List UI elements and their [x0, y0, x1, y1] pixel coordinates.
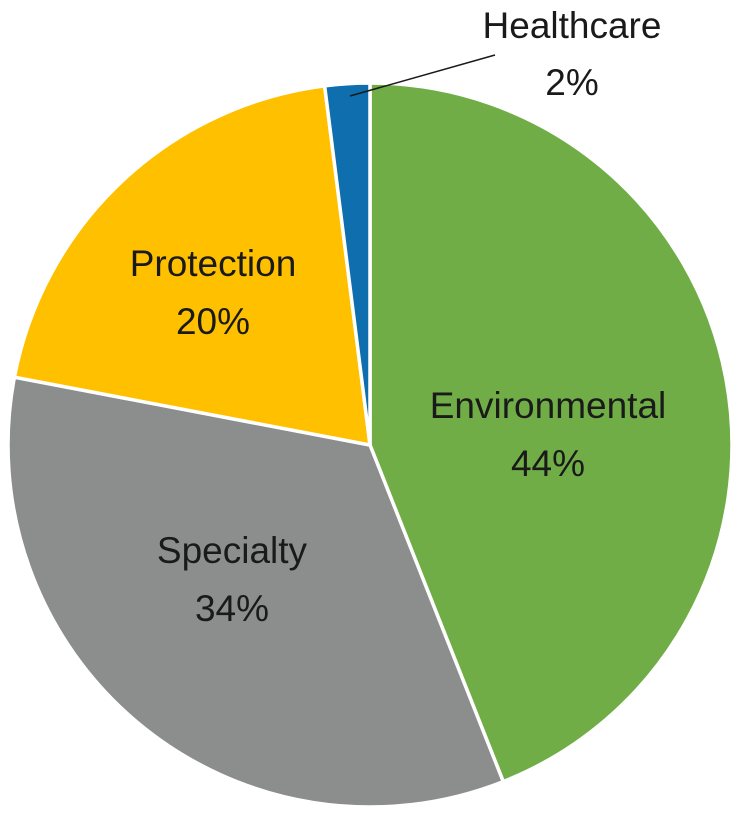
pie-slice-healthcare — [322, 81, 372, 447]
slice-label-specialty: Specialty — [157, 530, 308, 571]
slice-value-protection: 20% — [176, 301, 250, 342]
pie-slice-protection — [12, 84, 372, 447]
slice-value-specialty: 34% — [195, 588, 269, 629]
slice-value-healthcare: 2% — [545, 62, 598, 103]
leader-line-healthcare — [349, 54, 496, 97]
slice-label-environmental: Environmental — [430, 385, 667, 426]
slice-label-healthcare: Healthcare — [483, 5, 662, 46]
pie-slice-environmental — [368, 81, 734, 784]
slice-value-environmental: 44% — [511, 443, 585, 484]
pie-slice-specialty — [6, 375, 506, 809]
slice-label-protection: Protection — [130, 243, 297, 284]
